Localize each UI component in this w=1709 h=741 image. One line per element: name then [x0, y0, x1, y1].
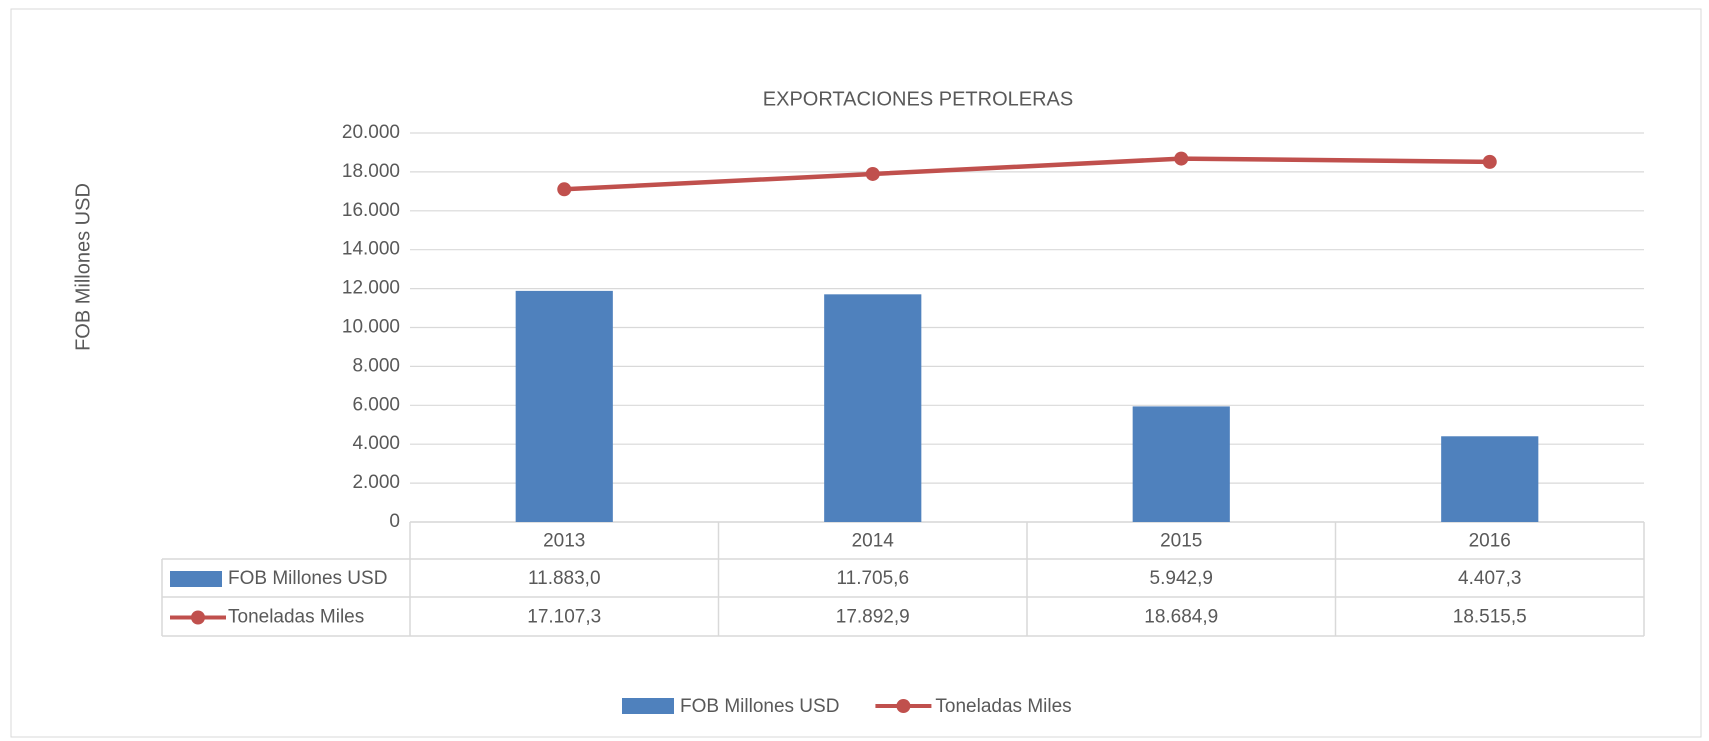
x-tick-label: 2015 — [1160, 531, 1202, 552]
table-row-header: FOB Millones USD — [228, 568, 387, 589]
y-tick-label: 12.000 — [342, 278, 400, 299]
line-marker — [557, 182, 572, 197]
table-cell: 5.942,9 — [1150, 568, 1213, 589]
legend-key — [191, 610, 205, 625]
table-cell: 11.705,6 — [836, 568, 909, 589]
table-cell: 18.515,5 — [1453, 607, 1527, 628]
line-marker — [865, 166, 880, 181]
table-cell: 18.684,9 — [1144, 607, 1218, 628]
y-tick-label: 6.000 — [352, 394, 400, 415]
y-tick-label: 4.000 — [352, 433, 400, 454]
chart-title: EXPORTACIONES PETROLERAS — [763, 88, 1073, 110]
table-cell: 17.892,9 — [836, 607, 910, 628]
table-cell: 17.107,3 — [527, 607, 601, 628]
x-tick-label: 2016 — [1469, 531, 1511, 552]
bar — [1441, 436, 1539, 522]
y-axis-label: FOB Millones USD — [72, 183, 94, 351]
x-tick-label: 2014 — [852, 531, 895, 552]
y-tick-label: 16.000 — [342, 200, 400, 221]
table-cell: 4.407,3 — [1458, 568, 1521, 589]
legend-label: FOB Millones USD — [680, 696, 839, 717]
line-marker — [1482, 154, 1497, 169]
line-marker — [1174, 151, 1189, 166]
table-cell: 11.883,0 — [528, 568, 601, 589]
legend-key — [622, 698, 674, 714]
y-tick-label: 2.000 — [352, 472, 400, 493]
y-tick-label: 18.000 — [342, 161, 400, 182]
y-tick-label: 10.000 — [342, 317, 400, 338]
y-tick-label: 20.000 — [342, 122, 400, 143]
y-tick-label: 8.000 — [352, 355, 400, 376]
legend-label: Toneladas Miles — [935, 696, 1071, 717]
legend-key — [170, 571, 222, 587]
table-row-header: Toneladas Miles — [228, 607, 364, 628]
legend-key — [896, 699, 911, 713]
x-tick-label: 2013 — [543, 531, 585, 552]
line — [564, 156, 1490, 192]
y-tick-label: 14.000 — [342, 239, 400, 260]
y-tick-label: 0 — [389, 511, 400, 532]
bar — [1132, 406, 1230, 522]
bar — [824, 294, 922, 522]
bar — [515, 290, 613, 522]
